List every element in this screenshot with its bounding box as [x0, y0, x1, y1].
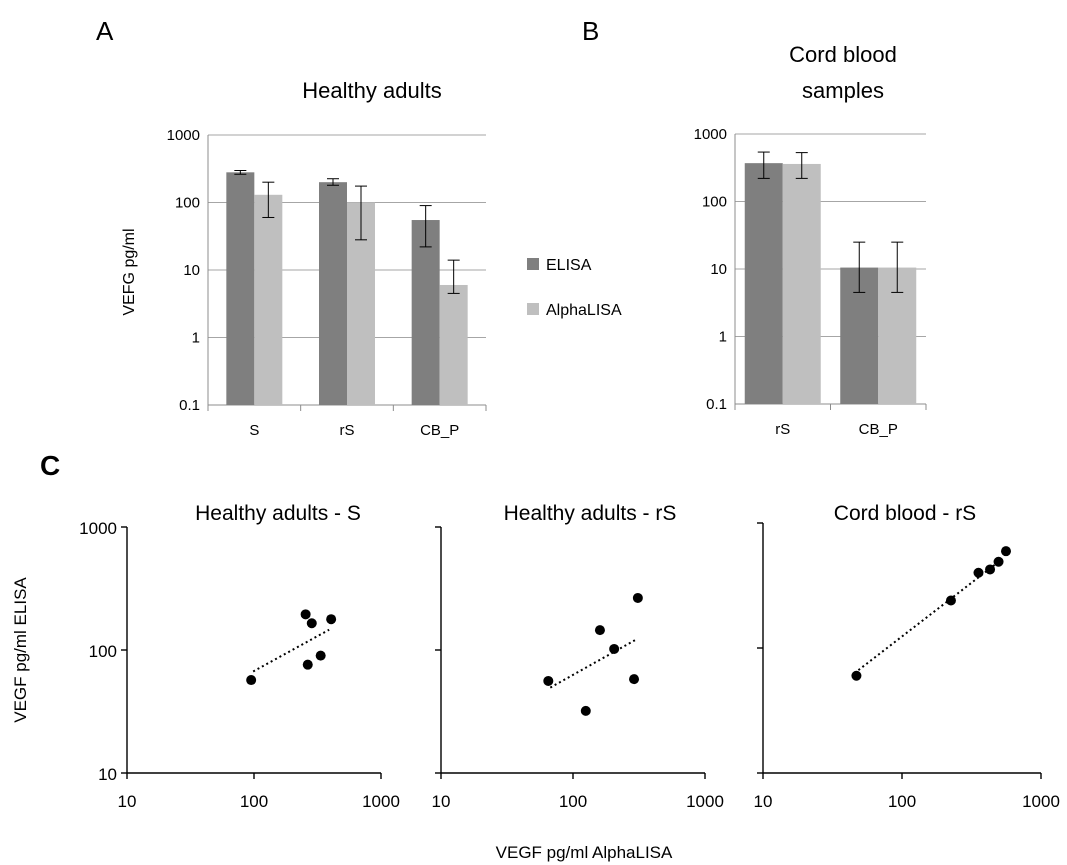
chart-a-ytick-label: 0.1	[179, 397, 200, 414]
chart-c2: 10 100 1000	[432, 526, 724, 811]
chart-a-ylabel: VEFG pg/ml	[121, 228, 138, 315]
chart-b: Cord blood samples 0.1 1 10 100 1000 rS CB_P	[694, 42, 927, 438]
legend: ELISA AlphaLISA	[527, 257, 622, 319]
chart-c-xlabel: VEGF pg/ml AlphaLISA	[496, 843, 673, 862]
panel-letter-c: C	[40, 450, 60, 481]
chart-c3-xtick-label: 100	[888, 792, 916, 811]
chart-b-ticks: 0.1 1 10 100 1000 rS CB_P	[694, 126, 927, 438]
chart-c1-point	[300, 609, 311, 620]
chart-a-bar-elisa	[411, 220, 440, 405]
chart-c3-point	[985, 564, 996, 575]
chart-c1: 10 100 1000 10 100 1000	[79, 519, 400, 811]
chart-c2-point	[580, 705, 591, 716]
chart-c1-xtick-label: 1000	[362, 792, 400, 811]
chart-c2-point	[543, 675, 554, 686]
chart-c1-xtick-label: 10	[118, 792, 137, 811]
chart-c1-ytick-label: 10	[98, 765, 117, 784]
chart-b-xtick-label: rS	[775, 421, 790, 438]
chart-a-bar-elisa	[226, 172, 255, 405]
chart-a-ytick-label: 100	[175, 195, 200, 212]
chart-c2-point	[594, 625, 605, 636]
chart-c2-point	[632, 592, 643, 603]
chart-c3-trendline	[857, 556, 1005, 671]
chart-a-xtick-label: CB_P	[420, 422, 459, 439]
chart-a-ytick-label: 10	[183, 262, 200, 279]
chart-c3-point	[1000, 546, 1011, 557]
legend-label-elisa: ELISA	[546, 257, 592, 274]
chart-c2-point	[629, 674, 640, 685]
chart-c-ylabel: VEGF pg/ml ELISA	[11, 577, 30, 723]
chart-c1-xtick-label: 100	[240, 792, 268, 811]
chart-c1-point	[306, 618, 317, 629]
chart-c3-point	[993, 556, 1004, 567]
panel-letter-a: A	[96, 16, 114, 46]
chart-c3: 10 100 1000	[754, 522, 1060, 811]
chart-b-ytick-label: 100	[702, 194, 727, 211]
chart-a-bar-alphalisa	[439, 284, 468, 405]
chart-a-xtick-label: rS	[340, 422, 355, 439]
chart-c2-xtick-label: 100	[559, 792, 587, 811]
chart-c: VEGF pg/ml ELISA VEGF pg/ml AlphaLISA He…	[11, 502, 1060, 862]
chart-c2-xtick-label: 10	[432, 792, 451, 811]
chart-b-ytick-label: 1000	[694, 126, 727, 143]
chart-b-title-line2: samples	[802, 78, 884, 103]
chart-c2-xtick-label: 1000	[686, 792, 724, 811]
chart-a-ytick-label: 1	[192, 330, 200, 347]
chart-a: Healthy adults VEFG pg/ml 0.1 1 10 100 1000 S…	[121, 78, 487, 439]
chart-c1-point	[326, 614, 337, 625]
chart-b-title-line1: Cord blood	[789, 42, 897, 67]
chart-c3-title: Cord blood - rS	[834, 502, 976, 525]
chart-c3-point	[973, 567, 984, 578]
chart-a-title: Healthy adults	[302, 78, 441, 103]
chart-c2-point	[609, 643, 620, 654]
chart-c2-title: Healthy adults - rS	[504, 502, 677, 525]
chart-c1-trendline	[252, 628, 330, 673]
panel-letter-b: B	[582, 16, 599, 46]
chart-b-xtick-label: CB_P	[859, 421, 898, 438]
chart-c1-point	[315, 650, 326, 661]
chart-b-bar-alphalisa	[782, 163, 821, 404]
chart-c1-point	[246, 675, 257, 686]
chart-c3-point	[851, 670, 862, 681]
chart-a-bars	[226, 169, 468, 405]
chart-c3-xtick-label: 1000	[1022, 792, 1060, 811]
chart-a-bar-alphalisa	[254, 194, 283, 405]
chart-b-bars	[744, 151, 917, 404]
chart-c2-trendline	[549, 638, 637, 689]
legend-swatch-elisa	[527, 258, 539, 270]
chart-a-ytick-label: 1000	[167, 127, 200, 144]
chart-a-bar-elisa	[319, 182, 347, 405]
chart-a-xtick-label: S	[249, 422, 259, 439]
chart-a-ticks: 0.1 1 10 100 1000 S rS CB_P	[167, 127, 487, 439]
legend-label-alphalisa: AlphaLISA	[546, 302, 622, 319]
chart-c1-title: Healthy adults - S	[195, 502, 361, 525]
chart-b-ytick-label: 1	[719, 329, 727, 346]
chart-b-ytick-label: 0.1	[706, 396, 727, 413]
chart-b-ytick-label: 10	[710, 261, 727, 278]
legend-swatch-alphalisa	[527, 303, 539, 315]
chart-b-bar-elisa	[744, 163, 783, 404]
chart-c3-xtick-label: 10	[754, 792, 773, 811]
chart-c1-ytick-label: 1000	[79, 519, 117, 538]
chart-c1-point	[302, 659, 313, 670]
chart-c1-ytick-label: 100	[89, 642, 117, 661]
chart-c3-point	[945, 595, 956, 606]
